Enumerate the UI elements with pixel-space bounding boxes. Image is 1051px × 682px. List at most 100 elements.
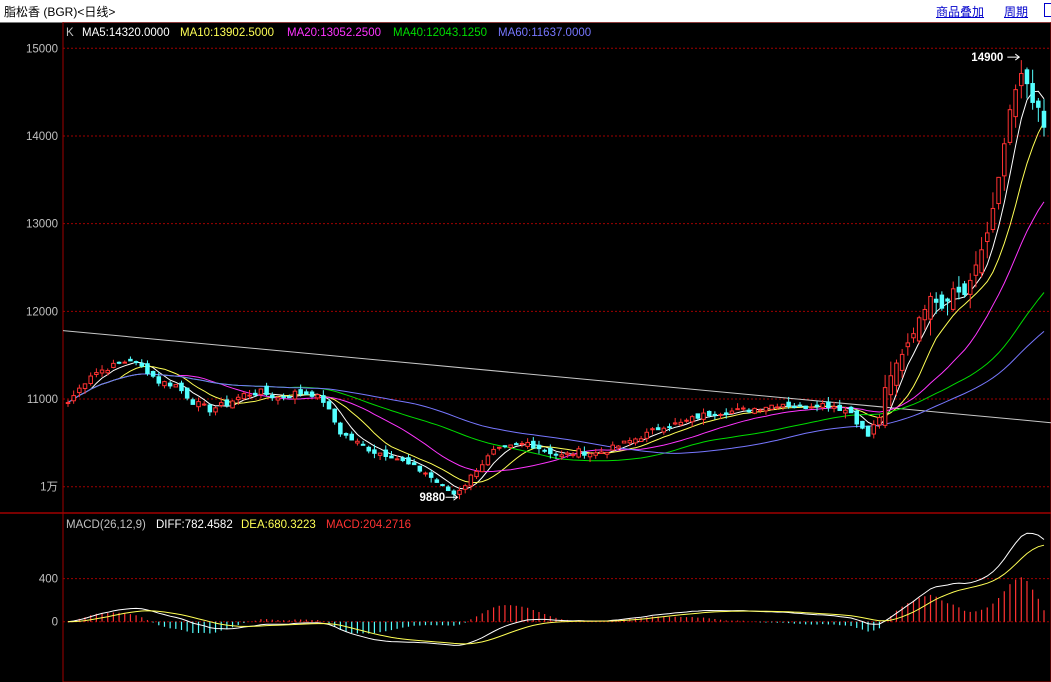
- candle-body: [315, 394, 320, 399]
- candle-body: [559, 454, 564, 458]
- candle-body: [366, 446, 372, 452]
- candle-body: [945, 298, 950, 302]
- price-tick-label: 15000: [26, 43, 58, 55]
- candle-body: [939, 294, 945, 309]
- candle-body: [684, 419, 689, 422]
- candle-body: [190, 399, 196, 405]
- candle-body: [338, 422, 343, 435]
- candle-body: [372, 449, 377, 454]
- candle-body: [587, 453, 593, 458]
- price-tick-label: 11000: [27, 394, 58, 406]
- candle-body: [950, 288, 956, 310]
- candle-body: [570, 454, 576, 457]
- candle-body: [133, 361, 139, 364]
- candle-body: [553, 453, 559, 456]
- commodity-overlay-link[interactable]: 商品叠加: [936, 5, 985, 19]
- candle-body: [967, 279, 973, 295]
- candle-body: [996, 176, 1001, 205]
- candle-body: [139, 362, 145, 367]
- candle-body: [411, 462, 417, 466]
- candle-body: [343, 433, 349, 436]
- candle-body: [1024, 69, 1030, 85]
- scroll-icon[interactable]: [1044, 3, 1051, 17]
- candle-body: [769, 404, 774, 410]
- candle-body: [440, 484, 445, 487]
- candle-body: [162, 381, 167, 387]
- candle-body: [502, 445, 508, 448]
- title-bar: 脂松香 (BGR)<日线> 商品叠加 周期: [0, 0, 1051, 23]
- price-tick-label: 14000: [26, 131, 58, 143]
- candle-body: [111, 362, 116, 368]
- candle-body: [207, 404, 213, 413]
- ma20-line: [67, 201, 1045, 473]
- candle-body: [956, 286, 962, 293]
- candle-body: [621, 440, 627, 444]
- candle-body: [88, 375, 93, 385]
- candle-body: [298, 389, 303, 395]
- axis-labels: 15000 14000 13000 12000 11000 1万 400 0: [26, 43, 58, 628]
- candle-body: [627, 440, 633, 444]
- ma20-legend: MA20:13052.2500: [287, 27, 381, 39]
- candle-body: [196, 401, 201, 408]
- dea-legend: DEA:680.3223: [241, 519, 316, 531]
- candle-body: [990, 207, 996, 230]
- candle-body: [667, 426, 672, 429]
- candle-body: [911, 333, 916, 339]
- ma10-legend: MA10:13902.5000: [180, 27, 274, 39]
- ma60-legend: MA60:11637.0000: [498, 27, 591, 39]
- macd-plot: [67, 532, 1045, 646]
- candle-body: [235, 396, 241, 401]
- candle-body: [797, 404, 803, 407]
- macd-tick-label: 400: [39, 574, 58, 586]
- candle-body: [462, 485, 468, 490]
- macd-legend: MACD(26,12,9): [66, 519, 146, 531]
- candle-body: [428, 472, 434, 478]
- candle-body: [843, 409, 848, 414]
- candle-body: [593, 452, 598, 456]
- candle-body: [122, 361, 128, 364]
- candle-body: [706, 410, 712, 417]
- candle-body: [287, 396, 292, 399]
- candle-body: [792, 406, 797, 409]
- candle-body: [820, 403, 825, 408]
- candle-body: [99, 369, 105, 374]
- candle-body: [394, 458, 400, 461]
- candle-body: [860, 420, 865, 429]
- candle-body: [854, 410, 860, 425]
- period-link[interactable]: 周期: [1004, 5, 1029, 19]
- chart-title: 脂松香 (BGR)<日线>: [4, 5, 116, 19]
- candle-body: [156, 376, 162, 384]
- candle-body: [701, 412, 706, 420]
- candle-body: [230, 400, 235, 409]
- price-tick-label: 12000: [26, 306, 58, 318]
- candle-body: [616, 445, 621, 449]
- max-price-label: 14900: [971, 52, 1003, 64]
- candle-body: [94, 372, 99, 376]
- candle-body: [508, 444, 513, 448]
- candle-body: [77, 387, 82, 394]
- candle-body: [116, 361, 122, 364]
- macd-value-legend: MACD:204.2716: [326, 519, 411, 531]
- candle-body: [661, 427, 667, 433]
- min-price-label: 9880: [420, 492, 446, 504]
- candle-body: [610, 444, 616, 451]
- candle-body: [922, 309, 928, 321]
- macd-tick-label: 0: [52, 617, 58, 629]
- ma40-legend: MA40:12043.1250: [393, 27, 487, 39]
- candle-body: [933, 298, 939, 303]
- candle-body: [633, 438, 638, 444]
- candle-body: [1007, 109, 1013, 143]
- candle-body: [735, 408, 740, 411]
- candle-body: [655, 427, 661, 431]
- candle-body: [763, 406, 769, 412]
- candle-body: [270, 394, 275, 399]
- candle-body: [326, 401, 332, 410]
- candle-body: [451, 490, 457, 495]
- candle-body: [496, 446, 502, 449]
- candle-body: [865, 425, 871, 437]
- candle-body: [809, 406, 814, 409]
- candle-body: [377, 452, 383, 456]
- macd-grid: [63, 578, 1051, 623]
- candle-body: [1002, 143, 1007, 177]
- diff-line: [67, 532, 1045, 646]
